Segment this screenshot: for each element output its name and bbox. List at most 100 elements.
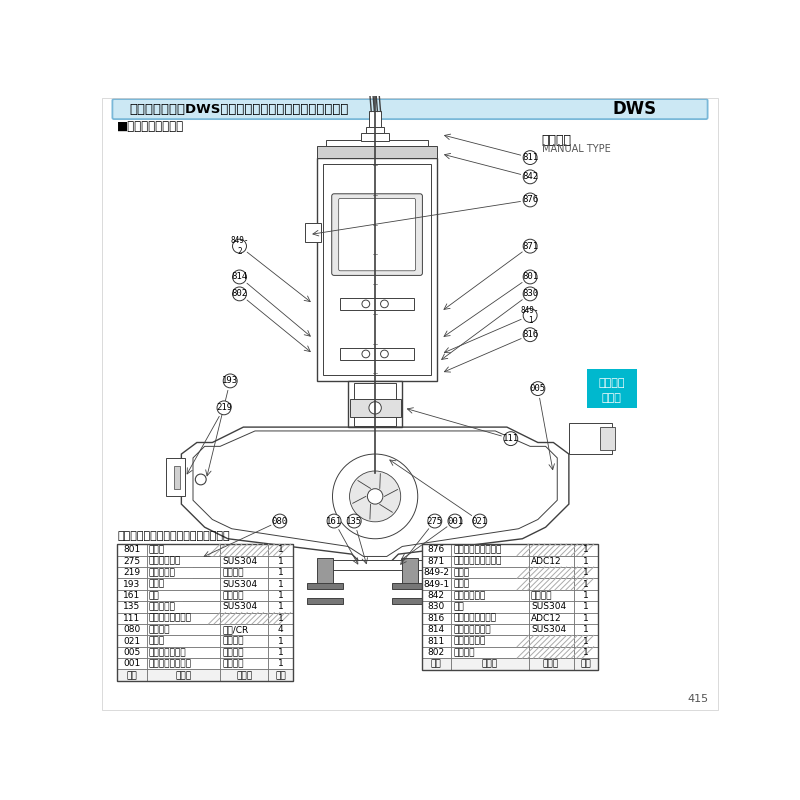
Bar [451, 613, 529, 624]
Text: 合成樹脂: 合成樹脂 [222, 568, 244, 577]
Circle shape [523, 170, 537, 184]
Bar [392, 582, 428, 589]
Bar [361, 133, 389, 141]
Bar [317, 158, 437, 381]
Bar [529, 590, 574, 601]
Bar [117, 635, 146, 646]
Bar [574, 590, 598, 601]
Bar [146, 670, 220, 682]
Text: 849-2: 849-2 [423, 568, 450, 577]
Bar [451, 567, 529, 578]
Text: SUS304: SUS304 [222, 557, 258, 566]
Text: 193: 193 [222, 376, 238, 386]
Text: 814: 814 [428, 625, 445, 634]
Bar [422, 624, 451, 635]
Bar [369, 111, 382, 126]
Text: 1: 1 [278, 557, 283, 566]
Circle shape [233, 287, 246, 301]
Text: 849-
1: 849- 1 [521, 306, 539, 325]
Text: 注油栓: 注油栓 [149, 579, 165, 589]
Text: MANUAL TYPE: MANUAL TYPE [542, 144, 610, 154]
Text: メカニカルシール: メカニカルシール [149, 614, 192, 622]
Text: 1: 1 [278, 648, 283, 657]
Text: 876: 876 [522, 195, 538, 205]
Text: 021: 021 [472, 517, 488, 526]
Text: 001: 001 [447, 517, 463, 526]
Text: 842: 842 [428, 591, 445, 600]
Bar [220, 544, 268, 555]
Text: 玉輪受: 玉輪受 [454, 568, 470, 577]
Text: 【ダーウィン】DWS型樹脂製汚水・雑排水用水中ポンプ: 【ダーウィン】DWS型樹脂製汚水・雑排水用水中ポンプ [130, 102, 349, 115]
Text: 135: 135 [346, 517, 362, 526]
Bar [392, 598, 428, 604]
Bar [117, 555, 146, 567]
Bar [166, 458, 186, 496]
Text: 合成樹脂: 合成樹脂 [222, 648, 244, 657]
Bar [146, 601, 220, 613]
Bar [268, 670, 293, 682]
Text: ロータ: ロータ [149, 546, 165, 554]
Text: 415: 415 [687, 694, 708, 704]
Bar [117, 670, 146, 682]
Bar [574, 613, 598, 624]
Bar [529, 555, 574, 567]
Bar [146, 590, 220, 601]
Text: 111: 111 [123, 614, 141, 622]
Circle shape [195, 474, 206, 485]
Bar [183, 582, 218, 589]
Bar [534, 558, 550, 585]
Bar [574, 624, 598, 635]
Bar [117, 624, 146, 635]
Bar [146, 613, 220, 624]
Bar [586, 370, 637, 408]
Bar [117, 578, 146, 590]
Text: 830: 830 [522, 290, 538, 298]
Text: DWS: DWS [613, 100, 657, 118]
Bar [317, 146, 437, 158]
Text: 1: 1 [278, 568, 283, 577]
Text: 275: 275 [123, 557, 140, 566]
Bar [524, 582, 559, 589]
Bar [574, 635, 598, 646]
Text: 1: 1 [583, 648, 589, 657]
Bar [529, 544, 574, 555]
Text: 合成樹脂: 合成樹脂 [531, 591, 553, 600]
Circle shape [362, 300, 370, 308]
Text: ゴム/CR: ゴム/CR [222, 625, 249, 634]
Circle shape [381, 300, 388, 308]
Text: 羽根車: 羽根車 [149, 637, 165, 646]
Bar [220, 567, 268, 578]
Bar [268, 658, 293, 670]
Bar [220, 658, 268, 670]
Bar [574, 646, 598, 658]
Circle shape [523, 328, 537, 342]
Bar [220, 590, 268, 601]
Text: 1: 1 [278, 659, 283, 668]
Text: 1: 1 [583, 602, 589, 611]
Bar [340, 348, 414, 360]
Circle shape [233, 270, 246, 284]
Bar [117, 601, 146, 613]
Text: 材　料: 材 料 [236, 671, 252, 680]
Text: 1: 1 [583, 546, 589, 554]
Text: 801: 801 [123, 546, 141, 554]
Bar [574, 601, 598, 613]
Bar [323, 164, 431, 374]
Text: 1: 1 [583, 591, 589, 600]
Text: 080: 080 [272, 517, 288, 526]
Bar [422, 635, 451, 646]
Text: ポンプ脚: ポンプ脚 [149, 625, 170, 634]
Bar [529, 624, 574, 635]
Bar [366, 127, 385, 133]
Text: 番号: 番号 [431, 659, 442, 669]
Text: 161: 161 [326, 517, 342, 526]
Bar [146, 578, 220, 590]
Bar [451, 590, 529, 601]
Text: SUS304: SUS304 [222, 579, 258, 589]
Circle shape [381, 350, 388, 358]
Text: 4: 4 [278, 625, 283, 634]
Text: 合成樹脂: 合成樹脂 [222, 637, 244, 646]
Text: 電動機カバー: 電動機カバー [454, 591, 486, 600]
Text: 1: 1 [278, 637, 283, 646]
Text: ADC12: ADC12 [531, 614, 562, 622]
